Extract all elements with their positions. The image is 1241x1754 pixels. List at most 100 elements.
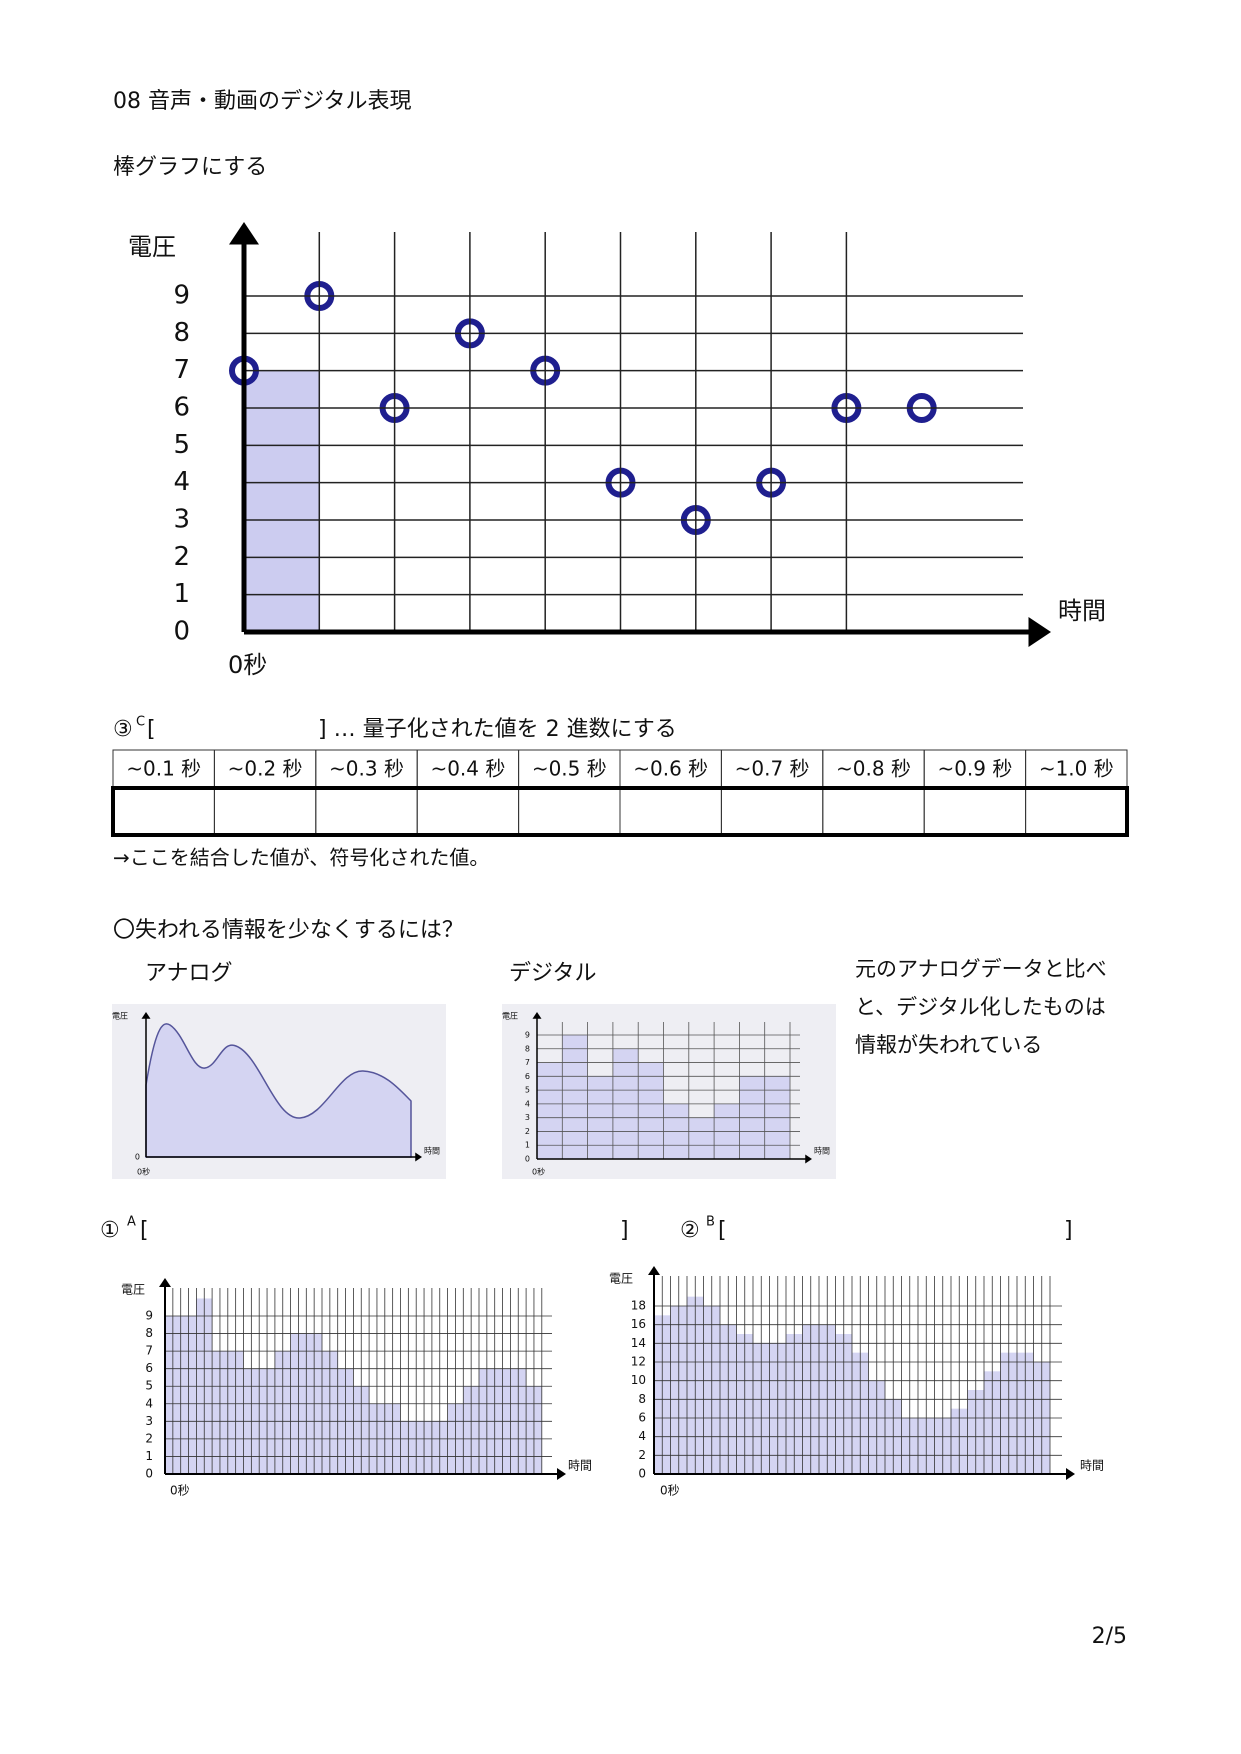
y-tick-label: 8: [638, 1392, 646, 1406]
bar: [688, 1117, 715, 1159]
y-tick-label: 8: [525, 1044, 530, 1053]
y-tick-label: 0: [173, 617, 190, 647]
panel-label: アナログ: [145, 961, 233, 986]
question-letter: B: [706, 1215, 715, 1230]
x-axis-label: 時間: [568, 1459, 592, 1473]
bracket: [: [147, 717, 156, 742]
table-answer-cell: [416, 787, 520, 836]
table-header: ~0.7 秒: [735, 757, 810, 781]
page-title: 08 音声・動画のデジタル表現: [113, 89, 412, 114]
x-axis-label: 時間: [1058, 597, 1106, 625]
table-header: ~1.0 秒: [1039, 757, 1114, 781]
y-axis-label: 電圧: [112, 1012, 128, 1021]
y-arrow: [159, 1278, 171, 1287]
y-tick-label: 6: [638, 1411, 646, 1425]
x-arrow: [415, 1152, 422, 1162]
table-answer-cell: [518, 787, 621, 836]
description: 情報が失われている: [855, 1033, 1042, 1057]
y-tick-label: 4: [638, 1429, 646, 1443]
question-letter: A: [127, 1215, 136, 1230]
x-arrow: [805, 1154, 812, 1164]
origin-label: 0秒: [660, 1484, 680, 1498]
y-tick-label: 0: [638, 1467, 646, 1481]
y-tick-label: 0: [145, 1467, 153, 1481]
y-axis-label: 電圧: [121, 1283, 145, 1297]
y-arrow: [648, 1266, 660, 1275]
bar: [562, 1035, 588, 1159]
y-axis-label: 電圧: [502, 1012, 518, 1021]
y-tick-label: 5: [173, 430, 190, 460]
origin-label: 0秒: [170, 1484, 190, 1498]
x-axis-label: 時間: [814, 1147, 830, 1156]
table-header: ~0.3 秒: [329, 757, 404, 781]
y-tick-label: 3: [173, 505, 190, 535]
y-tick-label: 0: [525, 1155, 530, 1164]
y-tick-label: 5: [145, 1379, 153, 1393]
table-answer-cell: [315, 787, 418, 836]
y-tick-label: 8: [145, 1326, 153, 1340]
y-tick-label: 16: [631, 1317, 646, 1331]
x-axis-label: 時間: [424, 1147, 440, 1156]
bracket: ]: [1064, 1218, 1073, 1243]
bracket: ]: [620, 1218, 629, 1243]
x-arrow: [1066, 1468, 1075, 1480]
y-tick-label: 3: [525, 1113, 530, 1122]
example-bar: [244, 370, 320, 632]
question-number: ①: [100, 1218, 120, 1243]
page-number: 2/5: [1092, 1624, 1127, 1649]
y-tick-label: 1: [145, 1449, 153, 1463]
y-tick-label: 6: [145, 1361, 153, 1375]
y-tick-label: 7: [145, 1344, 153, 1358]
y-tick-label: 5: [525, 1086, 530, 1095]
y-tick-label: 4: [145, 1396, 153, 1410]
y-tick-label: 2: [525, 1127, 530, 1136]
origin-label: 0秒: [137, 1167, 150, 1177]
y-tick-label: 18: [631, 1299, 646, 1313]
y-tick-label: 4: [173, 467, 190, 497]
question-number: ③: [113, 717, 133, 742]
note: →ここを結合した値が、符号化された値。: [113, 846, 489, 870]
question-letter: C: [136, 715, 145, 730]
description: と、デジタル化したものは: [855, 995, 1106, 1019]
y-arrow: [141, 1012, 151, 1019]
y-tick-label: 10: [631, 1373, 646, 1387]
table-answer-cell: [112, 787, 215, 836]
bracket: [: [718, 1218, 727, 1243]
x-arrow: [1028, 617, 1051, 647]
table-answer-cell: [619, 787, 722, 836]
y-tick-label: 6: [173, 393, 190, 423]
origin-label: 0秒: [228, 651, 267, 679]
table-answer-cell: [213, 787, 317, 836]
y-tick-label: 12: [631, 1355, 646, 1369]
y-tick-label: 8: [173, 318, 190, 348]
bar: [638, 1062, 664, 1159]
analog-curve: [145, 1023, 412, 1158]
y-tick-label: 2: [173, 542, 190, 572]
bracket: [: [140, 1218, 149, 1243]
table-answer-cell: [720, 787, 824, 836]
y-tick-label: 4: [525, 1099, 530, 1108]
y-tick-label: 7: [173, 355, 190, 385]
y-axis-label: 電圧: [609, 1272, 633, 1286]
y-tick-label: 2: [638, 1448, 646, 1462]
table-header: ~0.9 秒: [937, 757, 1012, 781]
section-title: 〇失われる情報を少なくするには？: [113, 918, 464, 943]
y-tick-label: 7: [525, 1058, 530, 1067]
table-answer-cell: [822, 787, 925, 836]
y-tick-label: 2: [145, 1431, 153, 1445]
y-tick-label: 1: [173, 579, 190, 609]
panel-label: デジタル: [509, 961, 597, 986]
origin-label: 0秒: [532, 1167, 545, 1177]
table-header: ~0.8 秒: [836, 757, 911, 781]
description: 元のアナログデータと比べ: [855, 957, 1107, 981]
table-header: ~0.4 秒: [430, 757, 505, 781]
y-axis-label: 電圧: [128, 233, 176, 261]
y-tick-label: 3: [145, 1414, 153, 1428]
section-title: 棒グラフにする: [113, 155, 267, 180]
table-header: ~0.2 秒: [228, 757, 303, 781]
y-tick-label: 9: [173, 281, 190, 311]
bar: [537, 1062, 563, 1159]
y-tick-label: 9: [145, 1309, 153, 1323]
y-tick-label: 14: [631, 1336, 646, 1350]
